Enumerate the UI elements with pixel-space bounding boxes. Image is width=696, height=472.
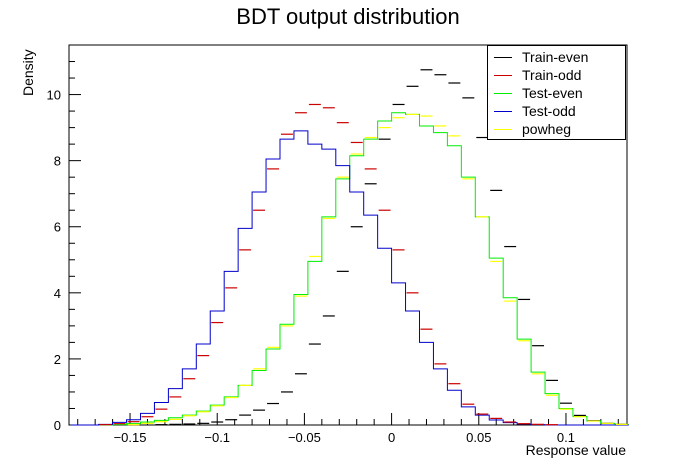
legend-label: Train-even	[522, 49, 589, 65]
x-axis-label: Response value	[525, 442, 626, 458]
legend-label: Train-odd	[522, 67, 582, 83]
x-tick-label: −0.15	[114, 430, 147, 445]
y-tick-label: 2	[54, 352, 61, 367]
x-tick-label: 0.1	[557, 430, 575, 445]
y-axis-label: Density	[20, 49, 36, 96]
x-tick-label: 0.05	[466, 430, 491, 445]
legend-swatch	[494, 111, 512, 112]
y-tick-label: 6	[54, 220, 61, 235]
legend-swatch	[494, 57, 512, 58]
legend-item-test-even: Test-even	[488, 84, 625, 102]
series-test-odd-step	[70, 130, 629, 426]
y-tick-label: 8	[54, 154, 61, 169]
legend-item-powheg: powheg	[488, 120, 625, 138]
legend: Train-even Train-odd Test-even Test-odd …	[487, 45, 626, 140]
series-test-even-step	[70, 112, 629, 426]
y-tick-label: 10	[47, 88, 61, 103]
legend-swatch	[494, 75, 512, 76]
x-tick-label: −0.05	[288, 430, 321, 445]
plot-frame	[68, 44, 628, 426]
chart-title: BDT output distribution	[236, 4, 460, 29]
y-tick-label: 0	[54, 418, 61, 433]
x-tick-label: 0	[388, 430, 395, 445]
legend-swatch	[494, 93, 512, 94]
legend-swatch	[494, 129, 512, 130]
legend-label: Test-odd	[522, 103, 576, 119]
x-tick-label: −0.1	[204, 430, 230, 445]
legend-item-train-odd: Train-odd	[488, 66, 625, 84]
legend-item-train-even: Train-even	[488, 48, 625, 66]
legend-label: powheg	[522, 121, 572, 137]
legend-label: Test-even	[522, 85, 583, 101]
y-tick-label: 4	[54, 286, 61, 301]
legend-item-test-odd: Test-odd	[488, 102, 625, 120]
